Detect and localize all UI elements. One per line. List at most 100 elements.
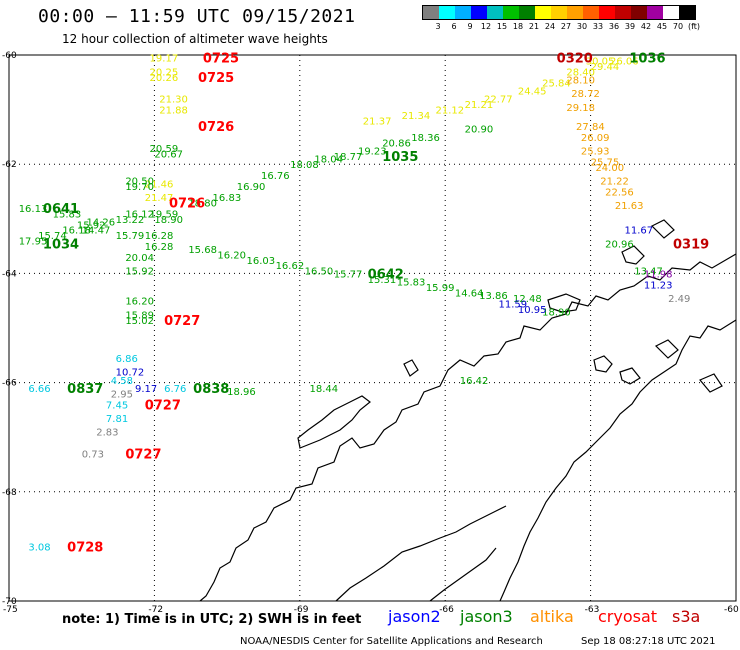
island-1 [593, 355, 613, 373]
coastline [199, 219, 737, 602]
legend-tick: 3 [435, 22, 441, 31]
swh-value: 27.84 [576, 122, 605, 133]
pass-time-label: 0727 [125, 448, 161, 463]
swh-value: 13.22 [116, 215, 145, 226]
longitude-label: -66 [439, 605, 454, 615]
swh-value: 26.06 [610, 56, 639, 67]
pass-time-label: 0726 [169, 196, 205, 211]
swh-value: 12.48 [513, 294, 542, 305]
pass-time-label: 0641 [43, 202, 79, 217]
swh-value: 16.50 [305, 267, 334, 278]
pass-time-label: 0838 [193, 382, 229, 397]
swh-value: 21.22 [600, 177, 629, 188]
satellite-jason2: jason2 [388, 607, 441, 626]
swh-value: 15.92 [125, 267, 154, 278]
swh-value: 18.44 [309, 384, 338, 395]
swh-value: 28.72 [571, 89, 600, 100]
legend-tick: 12 [480, 22, 492, 31]
pass-time-label: 1035 [382, 150, 418, 165]
generated-timestamp: Sep 18 08:27:18 UTC 2021 [581, 636, 716, 647]
legend-tick: 39 [624, 22, 636, 31]
swh-value: 24.45 [518, 86, 547, 97]
swh-value: 15.31 [368, 275, 397, 286]
swh-value: 9.17 [135, 384, 157, 395]
longitude-label: -69 [294, 605, 309, 615]
legend-tick: 15 [496, 22, 508, 31]
swh-value: 18.36 [411, 133, 440, 144]
swh-value: 21.63 [615, 201, 644, 212]
swh-value: 2.49 [668, 294, 690, 305]
swh-value: 15.99 [426, 283, 455, 294]
legend-swatch [551, 6, 567, 19]
color-scale-ticks: 3 6 9 12 15 18 21 24 27 30 33 36 39 42 45 70 (ft) [422, 20, 700, 32]
swh-value: 3.08 [28, 542, 50, 553]
swh-value: 25.84 [542, 78, 571, 89]
swh-value: 21.46 [145, 179, 174, 190]
legend-swatch [487, 6, 503, 19]
credit-line: NOAA/NESDIS Center for Satellite Applica… [240, 636, 543, 647]
legend-tick: 27 [560, 22, 572, 31]
map-title: 00:00 – 11:59 UTC 09/15/2021 [38, 6, 356, 27]
legend-tick: 9 [467, 22, 473, 31]
island-5 [699, 373, 723, 393]
legend-swatch [503, 6, 519, 19]
legend-swatch [663, 6, 679, 19]
swh-value: 16.13 [19, 204, 48, 215]
latitude-label: -62 [2, 160, 17, 170]
swh-value: 14.64 [455, 289, 484, 300]
satellite-jason3: jason3 [460, 607, 513, 626]
pass-time-label: 0319 [673, 237, 709, 252]
map-frame [8, 54, 737, 602]
pass-time-labels: 0725 0725 0726 0726 0727 0727 0727 0728 0320 0319… [43, 52, 709, 556]
legend-tick: 36 [608, 22, 620, 31]
swh-value: 25.75 [591, 157, 620, 168]
latitude-label: -64 [2, 269, 17, 279]
swh-value: 25.93 [581, 147, 610, 158]
swh-value: 21.88 [159, 106, 188, 117]
graticule [9, 55, 736, 601]
swh-value: 7.81 [106, 414, 128, 425]
swh-value: 24.00 [595, 163, 624, 174]
legend-tick: 21 [528, 22, 540, 31]
latitude-label: -66 [2, 379, 17, 389]
swh-value: 11.59 [499, 299, 528, 310]
swh-value: 11.98 [644, 269, 673, 280]
swh-value: 18.90 [154, 215, 183, 226]
swh-value: 16.12 [125, 209, 154, 220]
swh-value: 20.86 [382, 138, 411, 149]
swh-value: 7.45 [106, 400, 128, 411]
swh-value: 16.83 [213, 193, 242, 204]
pass-time-label: 1036 [629, 52, 665, 67]
swh-value: 21.37 [363, 117, 392, 128]
swh-value: 26.09 [581, 133, 610, 144]
swh-value: 15.79 [116, 231, 145, 242]
pass-time-label: 1034 [43, 237, 79, 252]
swh-value: 18.80 [188, 198, 217, 209]
legend-swatch [583, 6, 599, 19]
legend-swatch [519, 6, 535, 19]
swh-value: 29.44 [591, 62, 620, 73]
swh-value: 16.62 [276, 261, 305, 272]
swh-value: 20.90 [465, 125, 494, 136]
legend-swatch [471, 6, 487, 19]
swh-value: 20.26 [150, 73, 179, 84]
swh-value: 22.77 [484, 95, 513, 106]
swh-value: 16.28 [145, 242, 174, 253]
pass-time-label: 0727 [164, 314, 200, 329]
swh-value: 20.50 [125, 177, 154, 188]
swh-value: 19.59 [150, 209, 179, 220]
swh-value: 19.17 [150, 54, 179, 65]
swh-value: 16.90 [237, 182, 266, 193]
pass-time-label: 0727 [145, 398, 181, 413]
swh-value: 16.28 [145, 231, 174, 242]
pass-time-label: 0837 [67, 382, 103, 397]
swh-value: 10.72 [116, 368, 145, 379]
swh-value: 16.20 [217, 250, 246, 261]
pass-time-label: 0726 [198, 120, 234, 135]
swh-value: 6.66 [28, 384, 50, 395]
latitude-label: -60 [2, 51, 17, 61]
legend-swatch [535, 6, 551, 19]
footer-note: note: 1) Time is in UTC; 2) SWH is in fe… [62, 612, 362, 627]
